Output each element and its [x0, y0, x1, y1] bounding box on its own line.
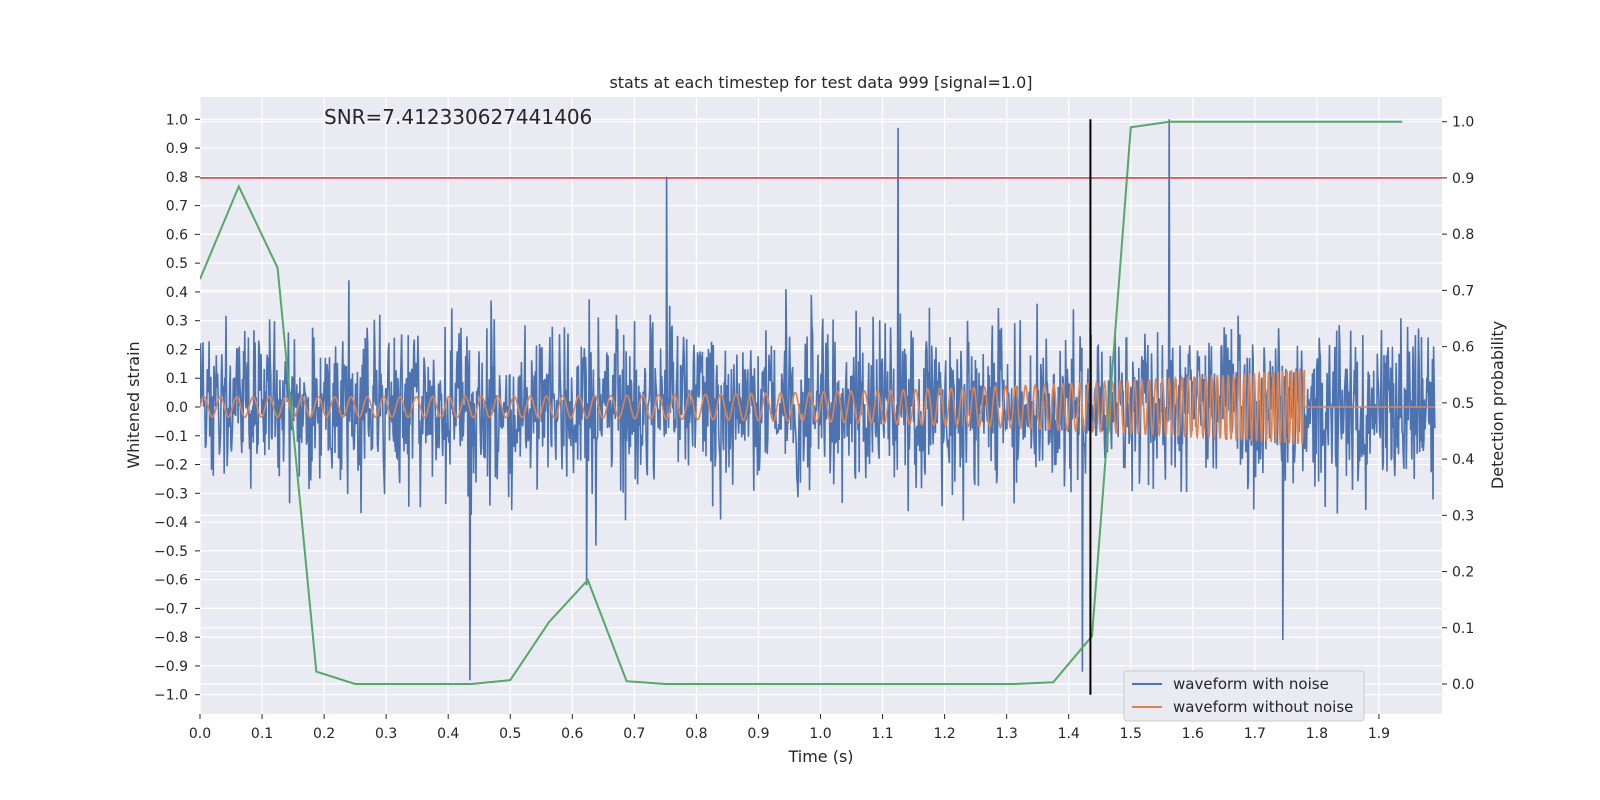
x-tick-label: 1.1 [871, 726, 893, 742]
x-tick-label: 1.3 [996, 726, 1018, 742]
x-tick-label: 0.0 [189, 726, 211, 742]
y-left-tick-label: 0.2 [166, 342, 188, 358]
x-tick-label: 1.7 [1244, 726, 1266, 742]
y-right-tick-label: 0.5 [1452, 396, 1474, 412]
chart-title: stats at each timestep for test data 999… [609, 73, 1032, 92]
series-layer [200, 119, 1442, 695]
y-left-tick-label: −0.3 [154, 486, 188, 502]
y-left-tick-label: 0.6 [166, 227, 188, 243]
y-left-tick-label: −0.7 [154, 601, 188, 617]
y-left-tick-label: 1.0 [166, 112, 188, 128]
x-tick-label: 0.8 [685, 726, 707, 742]
x-tick-label: 0.7 [623, 726, 645, 742]
y-left-tick-label: −0.2 [154, 458, 188, 474]
legend-label-clean: waveform without noise [1173, 698, 1353, 716]
y-left-tick-label: −0.4 [154, 515, 188, 531]
legend-label-noisy: waveform with noise [1173, 675, 1329, 693]
y-left-tick-label: 0.4 [166, 285, 188, 301]
y-left-tick-label: −0.6 [154, 573, 188, 589]
x-tick-label: 0.5 [499, 726, 521, 742]
ticks-layer: 0.0 0.1 0.2 0.3 0.4 0.5 0.6 0.7 0.8 0.9 1.0 1.1 1.2 1… [154, 112, 1474, 742]
x-axis-title: Time (s) [787, 747, 853, 766]
y-left-tick-label: −0.5 [154, 544, 188, 560]
y-right-tick-label: 0.1 [1452, 621, 1474, 637]
x-tick-label: 1.8 [1306, 726, 1328, 742]
y-left-tick-label: 0.3 [166, 314, 188, 330]
y-right-tick-label: 0.9 [1452, 171, 1474, 187]
series-line-waveform-without-noise [200, 369, 1435, 447]
legend-box [1123, 670, 1365, 722]
y-left-tick-label: −0.1 [154, 429, 188, 445]
y-right-tick-label: 0.6 [1452, 340, 1474, 356]
plot-clip-group [200, 119, 1442, 695]
y-left-tick-label: 0.0 [166, 400, 188, 416]
series-line-detection-probability [200, 120, 1403, 685]
y-left-tick-label: 0.1 [166, 371, 188, 387]
x-tick-label: 1.2 [933, 726, 955, 742]
x-tick-label: 0.6 [561, 726, 583, 742]
y-left-tick-label: −0.9 [154, 659, 188, 675]
y-left-tick-label: −0.8 [154, 630, 188, 646]
snr-annotation: SNR=7.412330627441406 [324, 105, 592, 129]
x-tick-label: 1.5 [1120, 726, 1142, 742]
y-left-tick-label: −1.0 [154, 688, 188, 704]
x-tick-label: 0.9 [747, 726, 769, 742]
x-tick-label: 0.1 [251, 726, 273, 742]
y-axis-title-right: Detection probability [1488, 321, 1507, 489]
y-left-tick-label: 0.7 [166, 199, 188, 215]
y-right-tick-label: 0.8 [1452, 227, 1474, 243]
y-left-tick-label: 0.5 [166, 256, 188, 272]
x-tick-label: 1.9 [1368, 726, 1390, 742]
x-tick-label: 1.0 [809, 726, 831, 742]
x-tick-label: 1.6 [1182, 726, 1204, 742]
x-tick-label: 0.4 [437, 726, 459, 742]
x-tick-label: 0.3 [375, 726, 397, 742]
x-tick-label: 1.4 [1058, 726, 1080, 742]
y-left-tick-label: 0.9 [166, 141, 188, 157]
x-tick-label: 0.2 [313, 726, 335, 742]
legend: waveform with noise waveform without noi… [1123, 670, 1365, 722]
y-left-tick-label: 0.8 [166, 170, 188, 186]
y-right-tick-label: 0.0 [1452, 677, 1474, 693]
y-right-tick-label: 0.3 [1452, 508, 1474, 524]
y-right-tick-label: 0.2 [1452, 565, 1474, 581]
y-right-tick-label: 0.7 [1452, 283, 1474, 299]
y-right-tick-label: 0.4 [1452, 452, 1474, 468]
y-axis-title-left: Whitened strain [124, 341, 143, 468]
y-right-tick-label: 1.0 [1452, 115, 1474, 131]
